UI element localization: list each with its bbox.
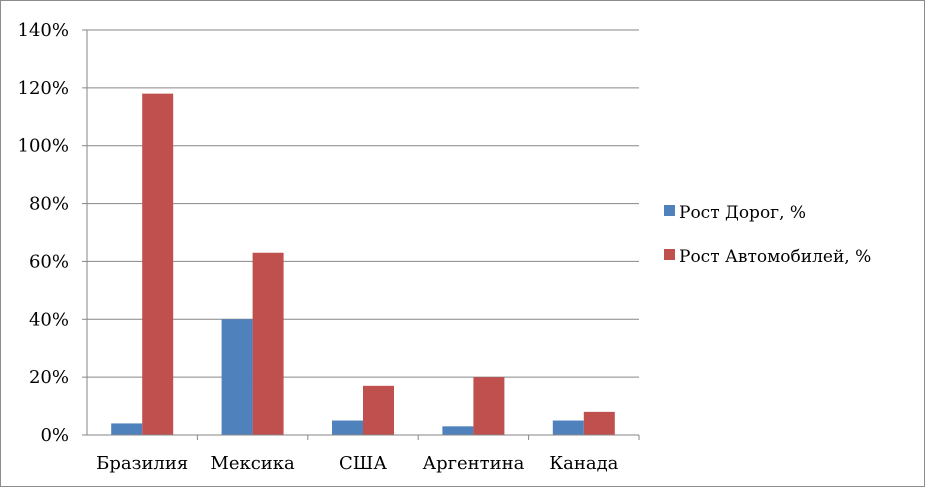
bar-roads-0 (111, 423, 143, 435)
y-tick-label: 80% (29, 194, 69, 215)
x-category-label: США (339, 453, 387, 474)
x-category-label: Бразилия (96, 453, 188, 474)
bar-cars-0 (142, 93, 174, 436)
bars (111, 93, 615, 436)
y-tick-label: 40% (29, 309, 69, 330)
axes (82, 29, 640, 440)
y-tick-label: 20% (29, 367, 69, 388)
y-tick-label: 60% (29, 251, 69, 272)
x-category-label: Аргентина (422, 453, 524, 474)
bar-roads-1 (221, 319, 253, 435)
bar-roads-3 (442, 426, 474, 435)
x-category-label: Канада (549, 453, 618, 474)
bar-cars-4 (583, 411, 615, 435)
legend-swatch (664, 249, 675, 260)
y-tick-label: 0% (40, 425, 69, 446)
bar-cars-3 (473, 377, 505, 435)
y-tick-label: 120% (18, 78, 69, 99)
bar-roads-4 (552, 420, 584, 435)
y-tick-label: 140% (18, 20, 69, 41)
legend-label: Рост Дорог, % (679, 203, 806, 223)
y-tick-label: 100% (18, 136, 69, 157)
x-category-labels: Бразилия Мексика США Аргентина Канада (96, 453, 619, 474)
bar-roads-2 (332, 420, 363, 435)
x-category-label: Мексика (210, 453, 295, 474)
legend-label: Рост Автомобилей, % (679, 247, 871, 267)
gridlines (87, 29, 639, 378)
y-tick-labels: 0% 20% 40% 60% 80% 100% 120% 140% (18, 20, 69, 446)
bar-cars-1 (252, 252, 284, 435)
legend: Рост Дорог, % Рост Автомобилей, % (664, 203, 871, 267)
legend-swatch (664, 205, 675, 216)
bar-cars-2 (363, 385, 394, 435)
